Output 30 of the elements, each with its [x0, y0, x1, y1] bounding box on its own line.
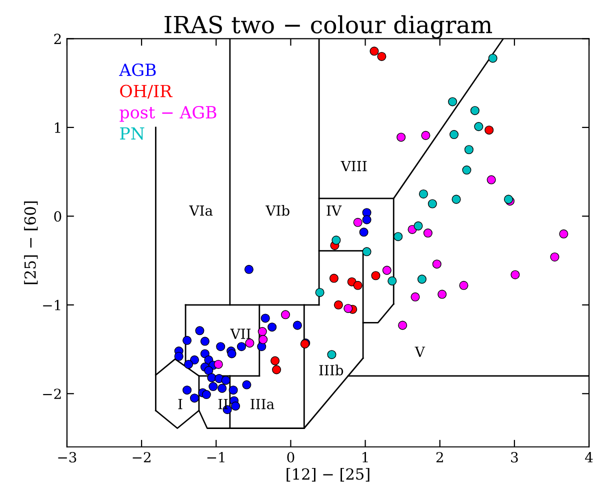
x-tick-label: 1	[362, 452, 368, 462]
text: post − AGB	[120, 106, 216, 122]
y-axis-title: [25] − [60]	[24, 201, 38, 284]
annotation: II	[218, 398, 228, 410]
x-tick-label: −1	[207, 452, 224, 462]
annotation: VIII	[340, 160, 367, 172]
text: PN	[120, 127, 144, 140]
annotation: VII	[230, 328, 251, 339]
x-tick-label: 3	[511, 452, 518, 462]
annotation: IIIb	[319, 364, 344, 376]
annotation: VIb	[266, 205, 290, 216]
chart-title: IRAS two − colour diagram	[164, 15, 492, 38]
x-tick-label: 4	[585, 452, 593, 462]
annotation: VIa	[189, 205, 213, 216]
x-tick-label: 2	[436, 452, 443, 462]
y-tick-label: −1	[43, 300, 60, 310]
annotation: IIIa	[250, 398, 274, 410]
legend-label: AGB	[119, 63, 156, 76]
x-tick-label: 0	[287, 452, 294, 462]
y-tick-label: 1	[54, 122, 60, 133]
y-tick-label: −2	[43, 388, 61, 399]
annotation: IV	[326, 205, 342, 216]
y-tick-label: 2	[54, 34, 61, 44]
annotation: I	[178, 398, 182, 410]
text: OH/IR	[120, 84, 173, 99]
x-tick-label: −2	[132, 452, 150, 462]
x-axis-title: [12] − [25]	[286, 468, 370, 482]
y-tick-label: 0	[54, 211, 62, 222]
annotation: V	[414, 346, 426, 357]
x-tick-label: −3	[58, 452, 76, 462]
